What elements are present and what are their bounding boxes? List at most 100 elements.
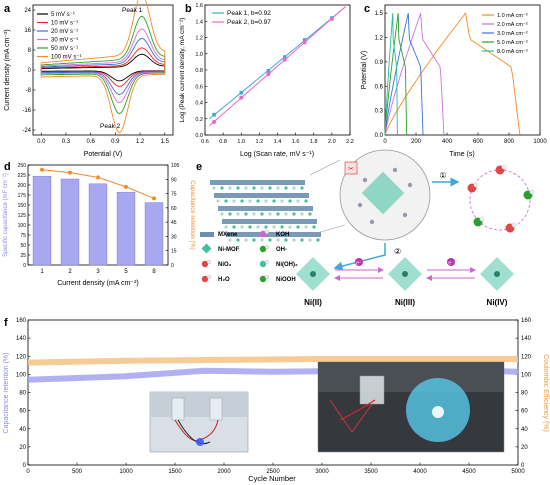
xlabel-a: Potential (V) [84, 151, 123, 158]
legend-label-b: Peak 2, b=0.97 [227, 19, 271, 26]
ni-mof-particle [228, 186, 232, 190]
legend-icon-molecule [259, 230, 267, 238]
panel-c: c 0 200 400 600 800 1000 0.0 0.3 0.6 0.9 1.2 1.5 1.… [361, 3, 547, 158]
chart-d-right-ytick-label: 90 [171, 177, 177, 183]
ni-mof-particle [276, 212, 280, 216]
chart-f-xtick-label: 2000 [217, 469, 231, 475]
schematic-legend-label: H₂O [218, 277, 230, 283]
chart-f-ytick-label: 60 [19, 409, 26, 415]
fit-line-2 [209, 6, 346, 127]
ni-mof-particle [228, 212, 232, 216]
chart-d-ytick-label: 125 [18, 213, 27, 219]
chart-f-xtick-label: 2500 [266, 469, 280, 475]
chart-d-ytick-label: 200 [18, 183, 27, 189]
chart-b-xtick-label: 0.6 [201, 139, 209, 145]
legend-icon-molecule-h [265, 244, 270, 249]
ni-mof-particle [224, 225, 228, 229]
legend-icon-molecule-h [265, 275, 270, 280]
cell-illustration [359, 375, 385, 405]
chart-f-ytick-label: 0 [23, 463, 27, 469]
chart-f-right-ytick-label: 40 [521, 427, 528, 433]
legend-label-c: 1.0 mA cm⁻² [497, 13, 528, 19]
ni-mof-particle [300, 238, 304, 242]
chart-d-ytick-label: 175 [18, 193, 27, 199]
ni-state-label: Ni(IV) [487, 298, 508, 307]
legend-icon-molecule-h [265, 260, 270, 265]
legend-label-a: 50 mV s⁻¹ [51, 46, 78, 52]
ni-mof-particle [236, 186, 240, 190]
ni-mof-particle [308, 212, 312, 216]
capacitance-bar [144, 202, 164, 266]
ni-mof-particle [244, 186, 248, 190]
chart-f-xtick-label: 5000 [511, 469, 525, 475]
chart-f-right-ytick-label: 120 [521, 354, 532, 360]
ni-mof-particle [228, 238, 232, 242]
ni-mof-particle [296, 225, 300, 229]
legend-icon-molecule [259, 245, 267, 253]
data-point-peak1 [266, 69, 271, 73]
legend-label-a: 100 mV s⁻¹ [51, 55, 82, 61]
data-point-peak1 [302, 38, 307, 42]
linker-atom [402, 212, 408, 218]
chart-f-ytick-label: 140 [16, 336, 27, 342]
ni-mof-particle [248, 199, 252, 203]
y2label-d: Capacitance retention (%) [189, 180, 195, 249]
ni-mof-particle [224, 199, 228, 203]
ni-mof-particle [300, 212, 304, 216]
chart-f-right-ytick-label: 80 [521, 391, 528, 397]
ni-mof-particle [232, 199, 236, 203]
chart-a-ytick-label: 8 [28, 48, 32, 54]
panel-e: e ✂ ① ② Ni(II) e⁻ Ni(III) e⁻ Ni(IV) MXene KOH… [196, 149, 535, 307]
chart-f-xtick-label: 3000 [315, 469, 329, 475]
chart-d-xtick-label: 1 [40, 269, 44, 275]
chart-f-xtick-label: 4500 [462, 469, 476, 475]
chart-c-ytick-label: 1.2 [375, 36, 384, 42]
gcd-curve-5 [384, 13, 398, 136]
chart-f-ytick-label: 160 [16, 318, 27, 324]
ni-center [494, 271, 500, 277]
chart-f-xtick-label: 1000 [119, 469, 133, 475]
ni-center [310, 271, 316, 277]
chart-c-xtick-label: 600 [473, 139, 484, 145]
chart-f-right-ytick-label: 60 [521, 409, 528, 415]
chart-d-right-ytick-label: 105 [171, 163, 180, 169]
photo-inset-fan [317, 361, 505, 453]
panel-b: b 0.6 0.8 1.0 1.2 1.4 1.6 1.8 2.0 2.2 0.0 0.2 0.4 0.… [179, 3, 354, 158]
panel-f: f 0 500 1000 1500 2000 2500 3000 3500 4000 4500 50… [3, 317, 549, 483]
legend-icon-molecule [201, 275, 209, 283]
data-point-peak2 [302, 40, 307, 45]
oh-molecule-h [501, 164, 507, 170]
ni-mof-particle [316, 238, 320, 242]
ni-mof-particle [304, 199, 308, 203]
chart-b-xtick-label: 2.2 [346, 139, 354, 145]
chart-b-xtick-label: 1.4 [274, 139, 282, 145]
chart-a-ytick-label: 24 [24, 8, 31, 14]
data-point-peak1 [282, 55, 287, 59]
mxene-layers-illustration [210, 180, 321, 242]
chart-d-right-ytick-label: 30 [171, 234, 177, 240]
ylabel-c: Potential (V) [361, 51, 368, 90]
electron-badge [447, 258, 455, 266]
ni-mof-particle [268, 238, 272, 242]
peak-2-label: Peak 2 [100, 123, 121, 130]
legend-label-a: 10 mV s⁻¹ [51, 21, 78, 27]
chart-f-ytick-label: 80 [19, 391, 26, 397]
chart-a-xtick-label: 0.9 [111, 139, 120, 145]
chart-d-ytick-label: 0 [23, 263, 26, 269]
chart-d-xtick-label: 8 [152, 269, 156, 275]
ylabel-a: Current density (mA cm⁻²) [4, 29, 11, 111]
chart-f-right-ytick-label: 20 [521, 445, 528, 451]
ni-mof-particle [256, 199, 260, 203]
chart-b-ytick-label: 1.0 [195, 52, 203, 58]
chart-c-ytick-label: 0.0 [375, 133, 384, 139]
cell-right-illustration [209, 397, 223, 421]
ni-mof-particle [240, 225, 244, 229]
peak-1-label: Peak 1 [122, 7, 143, 14]
legend-label-c: 5.0 mA cm⁻² [497, 40, 528, 46]
chart-b-ytick-label: 0.8 [195, 68, 203, 74]
panel-letter-f: f [4, 317, 8, 329]
chart-a-ytick-label: 0 [28, 68, 32, 74]
ni-mof-particle [252, 212, 256, 216]
ni-mof-particle [284, 238, 288, 242]
